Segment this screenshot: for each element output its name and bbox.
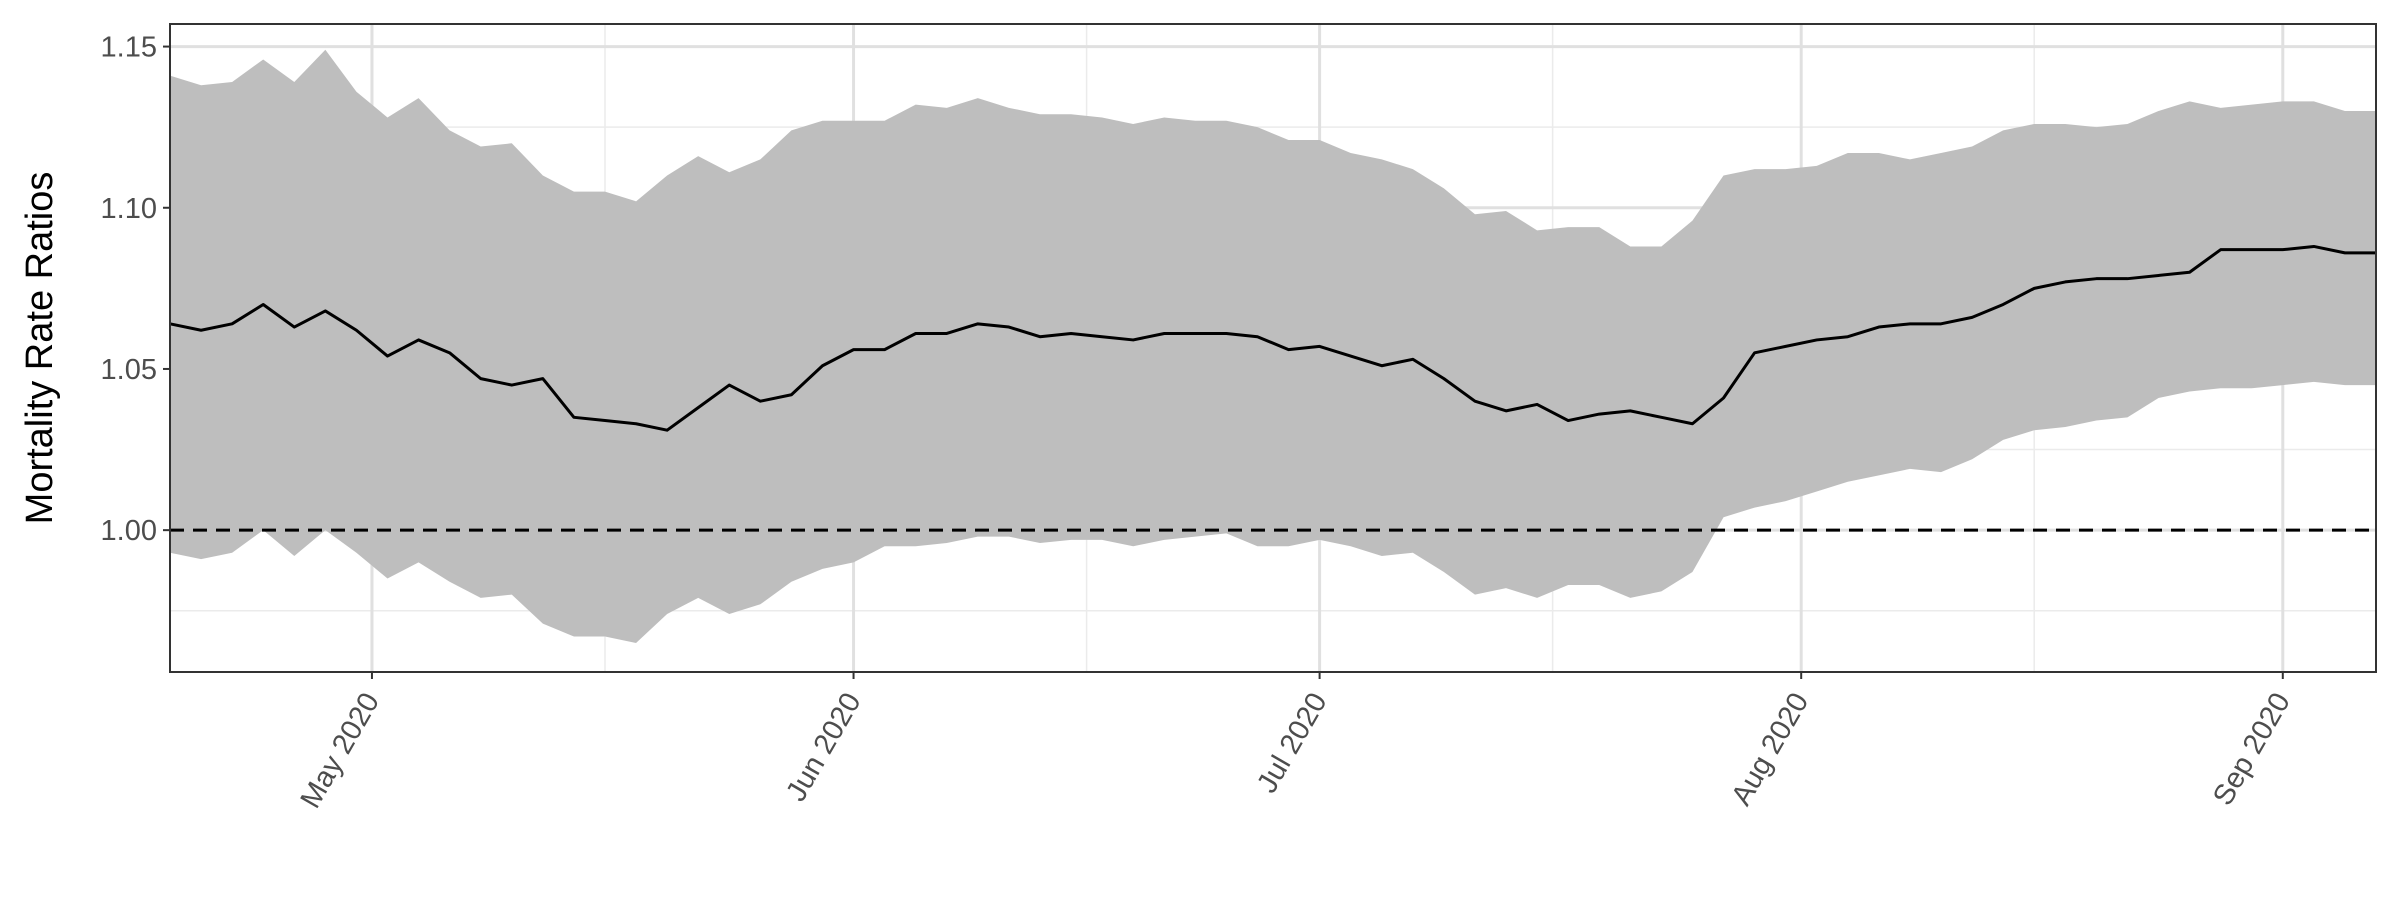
plot-border	[169, 23, 2377, 673]
y-tick-label: 1.15	[101, 32, 157, 64]
x-tick-label: Sep 2020	[2207, 688, 2297, 812]
y-tick-label: 1.05	[101, 354, 157, 386]
confidence-band	[170, 49, 2376, 643]
x-tick-label: Aug 2020	[1725, 688, 1815, 812]
line	[169, 244, 2376, 432]
y-axis-label: Mortality Rate Ratios	[19, 172, 61, 525]
x-tick-label: Jul 2020	[1251, 688, 1334, 799]
x-tick-label: May 2020	[295, 688, 386, 814]
y-tick-label: 1.00	[101, 515, 157, 547]
x-tick-label: Jun 2020	[780, 688, 867, 807]
y-tick-label: 1.10	[101, 193, 157, 225]
